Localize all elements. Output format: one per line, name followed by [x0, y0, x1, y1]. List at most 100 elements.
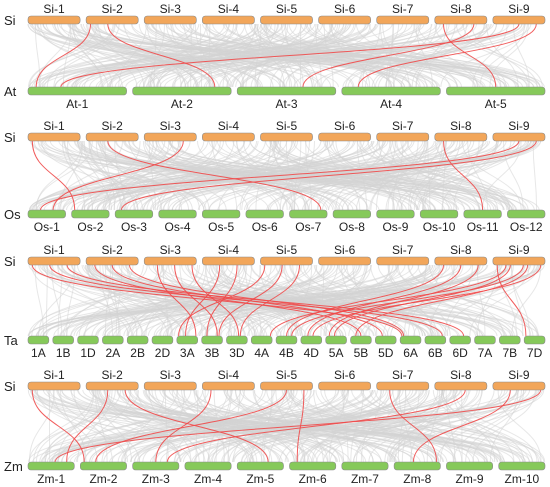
top-chromosome-label: Si-5	[276, 2, 298, 16]
gray-link	[142, 389, 318, 463]
red-link	[333, 264, 511, 337]
gray-link	[144, 23, 321, 88]
bottom-chromosome-label: Os-6	[252, 220, 278, 234]
bottom-chromosome-label: 5A	[329, 346, 344, 360]
top-chromosome-bar	[492, 381, 546, 391]
gray-link	[55, 389, 286, 463]
top-chromosome-label: Si-1	[43, 119, 65, 133]
bottom-chromosome-bar	[71, 209, 110, 219]
gray-link	[244, 389, 538, 463]
bottom-chromosome-bar	[202, 209, 241, 219]
top-species-label: Si	[4, 379, 16, 394]
bottom-chromosome-bar	[80, 461, 127, 471]
gray-link	[190, 23, 192, 88]
top-chromosome-bar	[85, 381, 139, 391]
bottom-chromosome-label: 5B	[354, 346, 369, 360]
gray-link	[72, 23, 138, 88]
gray-link	[427, 140, 431, 211]
bottom-chromosome-bar	[102, 335, 124, 345]
bottom-chromosome-label: Os-3	[121, 220, 147, 234]
gray-link	[73, 23, 187, 88]
gray-link	[91, 389, 281, 463]
top-chromosome-bar	[143, 256, 197, 266]
top-chromosome-label: Si-3	[160, 119, 182, 133]
gray-link	[63, 264, 242, 337]
gray-link	[263, 264, 399, 337]
red-link	[107, 140, 322, 211]
gray-link	[51, 389, 204, 463]
bottom-chromosome-label: At-1	[66, 97, 88, 111]
gray-link	[120, 140, 170, 211]
gray-link	[385, 23, 432, 88]
bottom-chromosome-bar	[376, 209, 415, 219]
gray-link	[384, 23, 497, 88]
gray-link	[226, 264, 514, 337]
red-link	[166, 389, 466, 463]
gray-link	[103, 389, 313, 463]
bottom-chromosome-bar	[114, 209, 154, 219]
chromosome-layer: Si At Si-1 Si-2 Si-3 Si-4 Si-5 Si-6 Si-7 Si-8 Si-9…	[4, 2, 546, 486]
gray-link	[360, 389, 546, 463]
gray-link	[66, 264, 134, 337]
gray-link	[76, 264, 333, 337]
gray-link	[28, 389, 122, 463]
gray-link	[118, 23, 147, 88]
gray-link	[377, 264, 518, 337]
red-link	[120, 140, 537, 211]
gray-link	[95, 140, 122, 211]
gray-link	[57, 264, 63, 337]
bottom-chromosome-label: 2B	[130, 346, 145, 360]
bottom-chromosome-bar	[446, 461, 493, 471]
gray-link	[269, 140, 430, 211]
gray-link	[440, 389, 502, 463]
top-chromosome-bar	[492, 15, 546, 25]
red-link	[185, 264, 221, 337]
bottom-chromosome-bar	[226, 335, 248, 345]
red-link	[95, 389, 287, 463]
top-chromosome-bar	[318, 15, 371, 25]
gray-link	[176, 389, 471, 463]
gray-link	[143, 140, 365, 211]
top-chromosome-label: Si-5	[276, 243, 298, 257]
gray-link	[126, 264, 200, 337]
gray-link	[317, 140, 391, 211]
bottom-chromosome-bar	[158, 209, 197, 219]
bottom-chromosome-label: Zm-9	[456, 472, 484, 486]
red-link	[412, 389, 511, 463]
bottom-chromosome-label: 7B	[502, 346, 517, 360]
gray-link	[129, 140, 498, 211]
gray-link	[236, 140, 307, 211]
red-link-layer	[31, 23, 542, 463]
gray-link	[155, 23, 351, 88]
red-link	[52, 140, 184, 211]
bottom-chromosome-label: 3B	[205, 346, 220, 360]
gray-link	[37, 140, 205, 211]
gray-link	[60, 140, 84, 211]
gray-link	[97, 389, 206, 463]
red-link	[269, 264, 507, 337]
red-link	[60, 23, 520, 88]
red-link	[156, 264, 197, 337]
bottom-chromosome-label: 6D	[452, 346, 468, 360]
red-link	[66, 389, 109, 463]
red-link	[307, 264, 462, 337]
bottom-chromosome-bar	[27, 209, 66, 219]
top-chromosome-label: Si-9	[508, 368, 530, 382]
bottom-chromosome-bar	[424, 335, 447, 345]
gray-link	[70, 389, 397, 463]
bottom-chromosome-label: 6B	[428, 346, 443, 360]
gray-link	[313, 389, 345, 463]
top-chromosome-bar	[492, 256, 546, 266]
red-link	[155, 389, 212, 463]
bottom-chromosome-bar	[27, 86, 127, 96]
gray-link	[122, 389, 211, 463]
gray-link	[323, 23, 334, 88]
top-chromosome-bar	[260, 132, 313, 142]
top-chromosome-label: Si-8	[450, 243, 472, 257]
top-chromosome-label: Si-8	[450, 368, 472, 382]
top-chromosome-label: Si-5	[276, 368, 298, 382]
gray-link	[156, 140, 530, 211]
bottom-chromosome-bar	[132, 461, 180, 471]
top-chromosome-bar	[376, 381, 430, 391]
